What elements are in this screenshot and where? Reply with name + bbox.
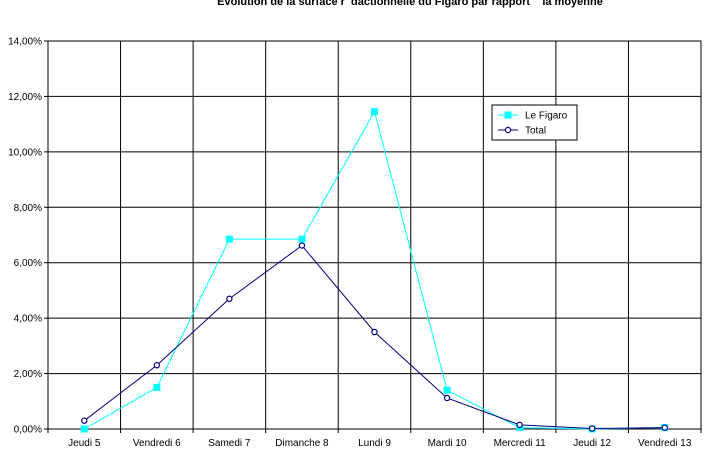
chart-title: Evolution de la surface r dactionnelle d… [217,0,603,8]
gridlines [48,40,701,429]
legend-marker-total [504,126,512,134]
y-tick-label: 4,00% [14,314,42,325]
x-tick-label: Dimanche 8 [275,438,329,449]
y-tick-label: 6,00% [14,258,42,269]
x-tick-label: Jeudi 5 [68,438,101,449]
legend: Le Figaro Total [491,104,578,141]
x-tick-label: Vendredi 6 [133,438,181,449]
data-point-total [588,425,596,432]
data-point-le-figaro [371,108,378,116]
data-point-total [443,394,451,402]
y-tick-label: 2,00% [14,369,42,380]
data-point-total [153,362,161,369]
legend-label-total: Total [525,126,546,137]
data-point-total [661,424,668,431]
x-tick-label: Vendredi 13 [638,438,692,449]
data-point-le-figaro [80,425,88,433]
data-point-total [226,295,233,302]
x-tick-label: Mercredi 11 [494,438,546,449]
legend-marker-le-figaro [504,111,512,119]
y-tick-label: 8,00% [14,203,42,214]
y-tick-label: 10,00% [8,147,42,158]
y-axis-ticks: 0,00% 2,00% 4,00% 6,00% 8,00% 10,00% 12,00% 14,… [8,37,48,436]
x-tick-label: Lundi 9 [358,438,391,449]
data-point-total [81,417,88,424]
x-tick-label: Mardi 10 [428,438,467,449]
data-point-total [298,242,306,249]
y-tick-label: 14,00% [8,37,42,48]
x-tick-label: Jeudi 12 [573,438,611,449]
data-point-le-figaro [443,386,451,394]
data-point-le-figaro [153,383,161,391]
data-point-le-figaro [298,235,306,243]
legend-label-le-figaro: Le Figaro [525,111,568,122]
series-group [80,108,669,433]
data-point-total [371,328,378,336]
y-tick-label: 0,00% [14,425,42,436]
y-tick-label: 12,00% [8,92,42,103]
legend-box [491,104,578,141]
plot-area [47,40,702,430]
x-axis-ticks: Jeudi 5 Vendredi 6 Samedi 7 Dimanche 8 Lundi… [47,429,702,449]
x-tick-label: Samedi 7 [208,438,251,449]
data-point-total [516,421,523,429]
data-point-le-figaro [225,235,233,243]
